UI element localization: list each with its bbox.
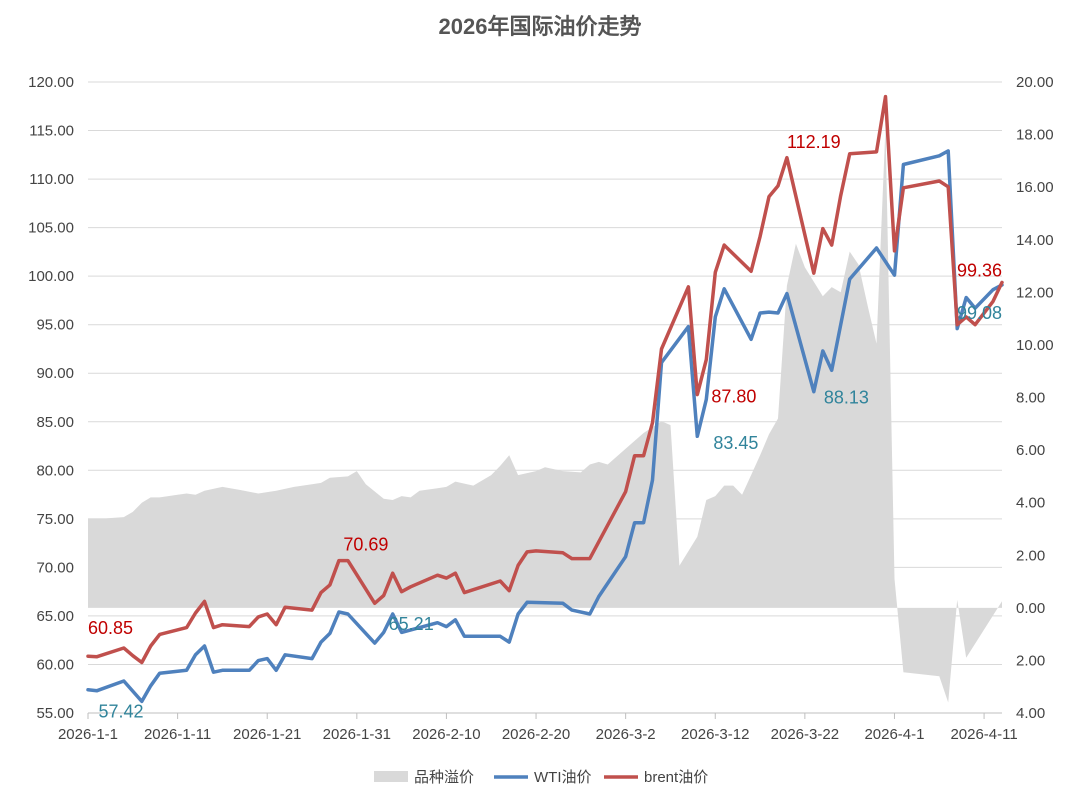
- data-label: 83.45: [713, 433, 758, 453]
- left-axis-tick-label: 90.00: [36, 365, 74, 382]
- left-axis-tick-label: 115.00: [29, 123, 74, 140]
- data-label: 87.80: [711, 387, 756, 407]
- x-axis-tick-label: 2026-2-10: [412, 726, 480, 743]
- data-label: 99.08: [957, 303, 1002, 323]
- left-axis-tick-label: 65.00: [36, 608, 74, 625]
- data-label: 70.69: [343, 535, 388, 555]
- legend-label: brent油价: [644, 769, 708, 786]
- x-axis-tick-label: 2026-4-1: [864, 726, 924, 743]
- x-axis-tick-label: 2026-3-22: [771, 726, 839, 743]
- brent-line: [86, 94, 1004, 665]
- x-axis-tick-label: 2026-3-12: [681, 726, 749, 743]
- left-axis-tick-label: 100.00: [28, 268, 74, 285]
- data-label: 65.21: [389, 614, 434, 634]
- left-axis-tick-label: 105.00: [28, 220, 74, 237]
- right-axis-tick-label: 8.00: [1016, 390, 1045, 407]
- chart-legend: 品种溢价 WTI油价 brent油价: [374, 769, 708, 786]
- x-axis-tick-label: 2026-1-31: [323, 726, 391, 743]
- left-axis-tick-label: 110.00: [29, 171, 74, 188]
- left-axis-tick-label: 60.00: [36, 656, 74, 673]
- axes: 55.00 60.00 65.00 70.00 75.00 80.00 85.00 90.00…: [28, 74, 1053, 743]
- legend-label: 品种溢价: [414, 769, 474, 786]
- premium-area: [88, 126, 1002, 703]
- data-label: 60.85: [88, 618, 133, 638]
- right-axis-tick-label: 14.00: [1016, 232, 1054, 249]
- x-axis-tick-label: 2026-3-2: [596, 726, 656, 743]
- data-label: 99.36: [957, 260, 1002, 280]
- legend-swatch-area: [374, 771, 408, 782]
- left-axis-tick-label: 85.00: [36, 414, 74, 431]
- x-axis-tick-label: 2026-1-1: [58, 726, 118, 743]
- right-axis-tick-label: 6.00: [1016, 442, 1045, 459]
- x-axis-tick-label: 2026-1-11: [144, 726, 211, 743]
- data-label: 112.19: [787, 132, 841, 152]
- premium-area-layer: [88, 126, 1002, 703]
- chart-title: 2026年国际油价走势: [439, 14, 642, 39]
- right-axis-tick-label: 10.00: [1016, 337, 1054, 354]
- right-axis-tick-label: 4.00: [1016, 495, 1045, 512]
- wti-line: [86, 149, 1004, 704]
- right-axis-tick-label: 12.00: [1016, 284, 1054, 301]
- x-axis-tick-label: 2026-4-11: [950, 726, 1017, 743]
- x-axis-tick-label: 2026-1-21: [233, 726, 301, 743]
- right-axis-tick-label: 20.00: [1016, 74, 1054, 91]
- left-axis-tick-label: 80.00: [36, 462, 74, 479]
- right-axis-tick-label: 2.00: [1016, 547, 1045, 564]
- right-axis-tick-label: 0.00: [1016, 600, 1045, 617]
- data-label: 57.42: [98, 702, 143, 722]
- x-axis-tick-label: 2026-2-20: [502, 726, 570, 743]
- left-axis-tick-label: 70.00: [36, 559, 74, 576]
- right-axis-tick-label: 4.00: [1016, 705, 1045, 722]
- right-axis-tick-label: 18.00: [1016, 127, 1054, 144]
- data-annotations: 60.85 57.42 70.69 65.21 87.80 83.45 112.19 88.1…: [88, 132, 1002, 722]
- right-axis-tick-label: 2.00: [1016, 652, 1045, 669]
- left-axis-tick-label: 55.00: [36, 705, 74, 722]
- legend-label: WTI油价: [534, 769, 592, 786]
- left-axis-tick-label: 120.00: [28, 74, 74, 91]
- left-axis-tick-label: 75.00: [36, 511, 74, 528]
- right-axis-tick-label: 16.00: [1016, 179, 1054, 196]
- price-lines-layer: [86, 94, 1004, 704]
- left-axis-tick-label: 95.00: [36, 317, 74, 334]
- data-label: 88.13: [824, 387, 869, 407]
